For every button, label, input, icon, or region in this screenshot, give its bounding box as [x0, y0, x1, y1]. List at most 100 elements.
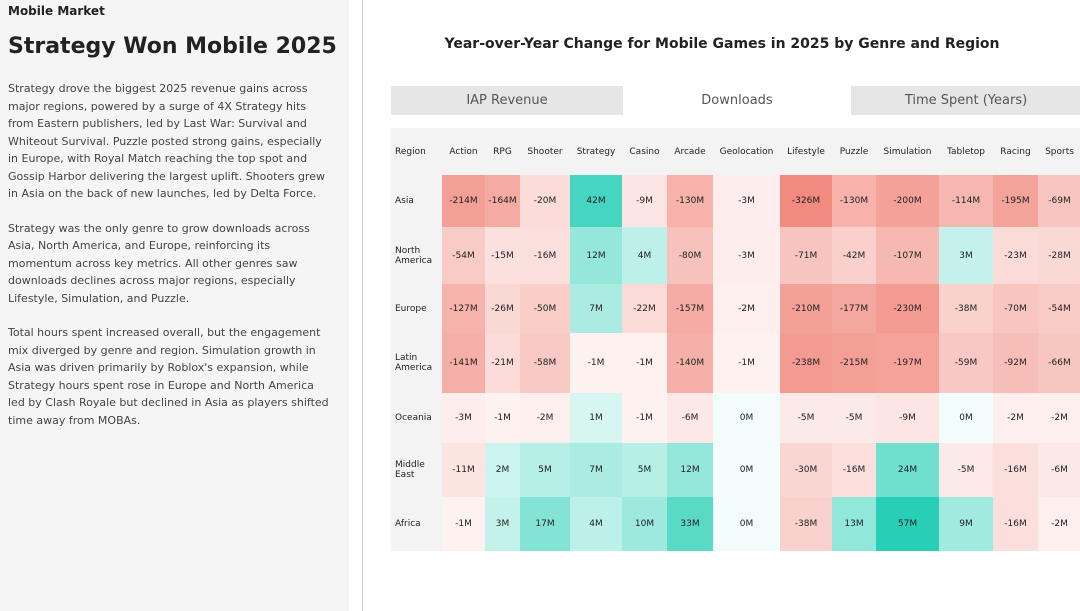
- value-label: -130M: [839, 196, 869, 206]
- heat-cell: -3M: [713, 227, 780, 284]
- value-label: -6M: [681, 413, 699, 423]
- row-label: North America: [391, 227, 442, 284]
- value-label: -2M: [1051, 519, 1068, 529]
- heat-cell: -2M: [1038, 393, 1080, 443]
- heat-cell: -22M: [622, 284, 667, 333]
- value-label: -80M: [678, 250, 702, 261]
- tab[interactable]: IAP Revenue: [391, 86, 623, 115]
- column-header: Action: [442, 128, 485, 175]
- paragraph: Strategy drove the biggest 2025 revenue …: [8, 82, 325, 200]
- heat-cell: 0M: [939, 393, 993, 443]
- heat-cell: -54M: [1038, 284, 1080, 333]
- value-label: 4M: [637, 250, 652, 261]
- value-label: -177M: [839, 303, 869, 314]
- value-label: -16M: [533, 250, 557, 261]
- value-label: 5M: [637, 465, 652, 475]
- heat-cell: -38M: [780, 497, 832, 551]
- value-label: -92M: [1004, 358, 1027, 368]
- heat-cell: -92M: [993, 333, 1038, 393]
- heat-cell: 1M: [570, 393, 622, 443]
- heat-cell: -5M: [832, 393, 876, 443]
- heat-cell: -195M: [993, 175, 1038, 227]
- heat-cell: -157M: [667, 284, 713, 333]
- heat-cell: -1M: [485, 393, 520, 443]
- value-label: -1M: [636, 413, 653, 423]
- value-label: 12M: [680, 465, 700, 475]
- heat-cell: 57M: [876, 497, 939, 551]
- heat-cell: -1M: [570, 333, 622, 393]
- value-label: 3M: [495, 519, 510, 529]
- value-label: -23M: [1004, 250, 1027, 261]
- value-label: -214M: [449, 196, 478, 206]
- column-header: Lifestyle: [780, 128, 832, 175]
- heat-cell: -5M: [780, 393, 832, 443]
- value-label: -66M: [1048, 358, 1071, 368]
- heat-cell: -16M: [520, 227, 570, 284]
- value-label: 57M: [897, 519, 918, 529]
- heat-cell: -6M: [1038, 443, 1080, 497]
- value-label: -28M: [1048, 250, 1071, 261]
- value-label: -1M: [455, 519, 472, 529]
- heat-cell: -2M: [713, 284, 780, 333]
- heat-cell: 12M: [570, 227, 622, 284]
- value-label: -54M: [1048, 303, 1071, 314]
- heat-cell: -177M: [832, 284, 876, 333]
- value-label: 2M: [495, 465, 510, 475]
- side-panel: Mobile Market Strategy Won Mobile 2025 S…: [0, 0, 349, 611]
- value-label: -38M: [794, 519, 818, 529]
- heat-cell: -140M: [667, 333, 713, 393]
- heat-cell: -70M: [993, 284, 1038, 333]
- heat-cell: -1M: [442, 497, 485, 551]
- heat-cell: -28M: [1038, 227, 1080, 284]
- heat-cell: -30M: [780, 443, 832, 497]
- value-label: 33M: [680, 519, 700, 529]
- heat-cell: -164M: [485, 175, 520, 227]
- value-label: 7M: [589, 303, 603, 314]
- heat-cell: 2M: [485, 443, 520, 497]
- value-label: -197M: [893, 358, 922, 368]
- heat-cell: -16M: [832, 443, 876, 497]
- value-label: -38M: [954, 303, 978, 314]
- heat-cell: -197M: [876, 333, 939, 393]
- column-header: Simulation: [876, 128, 939, 175]
- value-label: -2M: [1051, 413, 1068, 423]
- value-label: -69M: [1048, 196, 1071, 206]
- value-label: -9M: [636, 196, 653, 206]
- column-header: Geolocation: [713, 128, 780, 175]
- value-label: -30M: [794, 465, 818, 475]
- value-label: -127M: [449, 303, 478, 314]
- tab[interactable]: Downloads: [623, 86, 851, 115]
- heat-cell: 5M: [520, 443, 570, 497]
- heat-cell: -11M: [442, 443, 485, 497]
- value-label: -26M: [491, 303, 514, 314]
- value-label: -54M: [452, 250, 475, 261]
- column-header: Puzzle: [832, 128, 876, 175]
- value-label: -5M: [845, 413, 863, 423]
- heat-cell: -71M: [780, 227, 832, 284]
- heat-cell: -38M: [939, 284, 993, 333]
- value-label: -157M: [675, 303, 705, 314]
- value-label: -195M: [1001, 196, 1030, 206]
- heat-cell: -1M: [713, 333, 780, 393]
- tab[interactable]: Time Spent (Years): [851, 86, 1080, 115]
- value-label: -70M: [1004, 303, 1027, 314]
- heat-cell: -50M: [520, 284, 570, 333]
- heat-cell: -20M: [520, 175, 570, 227]
- heat-cell: -9M: [622, 175, 667, 227]
- heat-cell: -130M: [667, 175, 713, 227]
- value-label: -3M: [738, 250, 755, 261]
- heat-cell: -1M: [622, 393, 667, 443]
- value-label: -42M: [842, 250, 866, 261]
- value-label: -16M: [842, 465, 866, 475]
- column-header: Sports: [1038, 128, 1080, 175]
- value-label: 42M: [586, 196, 606, 206]
- heat-cell: 0M: [713, 393, 780, 443]
- section-label: Mobile Market: [8, 4, 105, 18]
- heat-cell: 10M: [622, 497, 667, 551]
- value-label: -1M: [636, 358, 653, 368]
- value-label: -2M: [536, 413, 554, 423]
- heat-cell: -9M: [876, 393, 939, 443]
- heat-cell: -214M: [442, 175, 485, 227]
- heat-cell: 3M: [485, 497, 520, 551]
- heat-cell: -66M: [1038, 333, 1080, 393]
